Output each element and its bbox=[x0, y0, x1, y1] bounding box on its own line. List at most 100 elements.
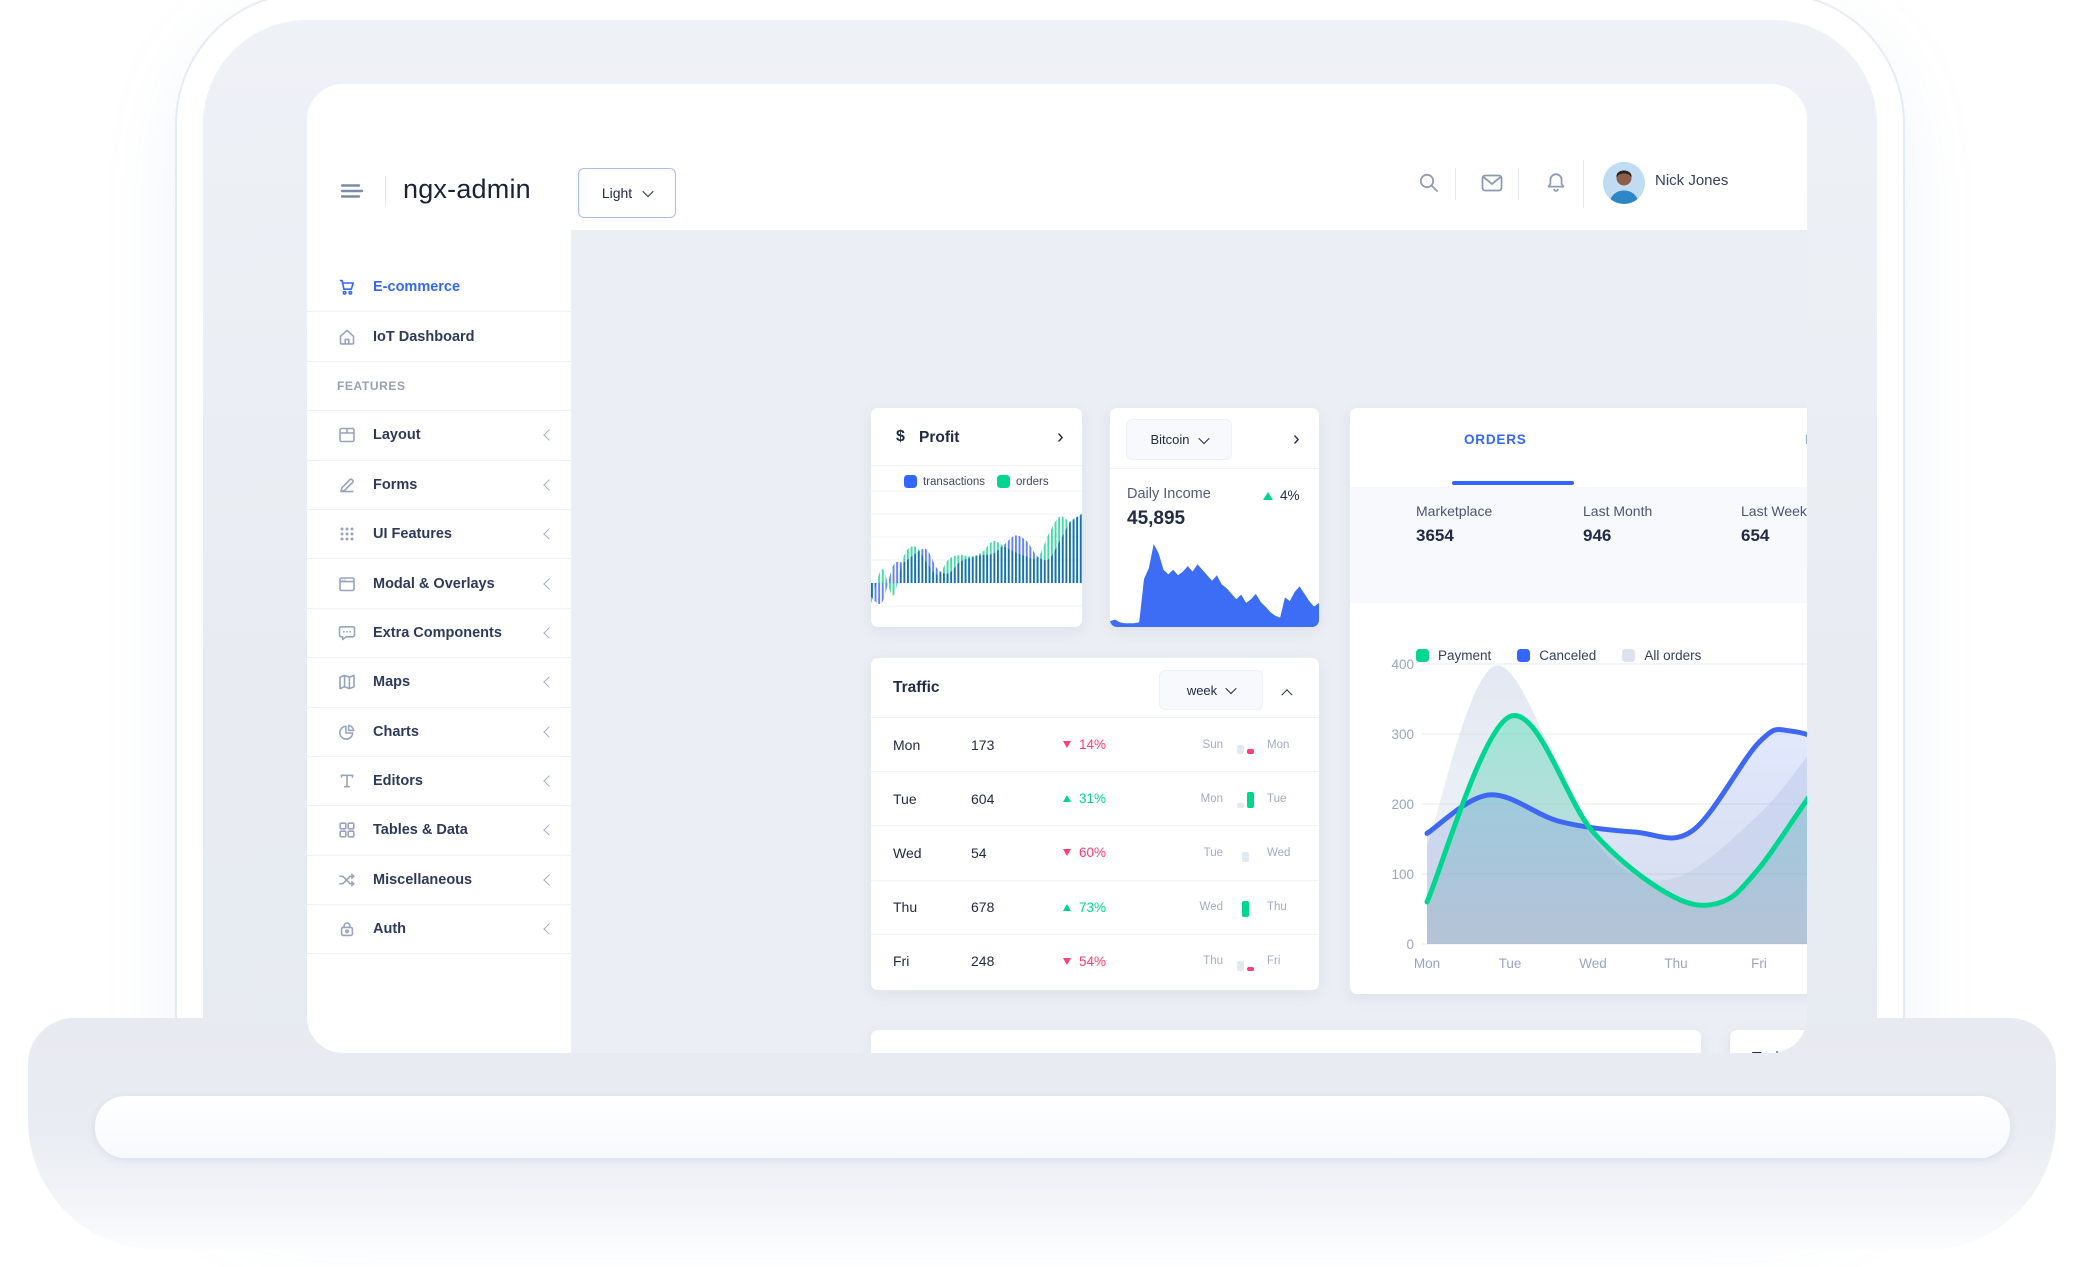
bell-icon[interactable] bbox=[1543, 170, 1569, 196]
chevron-left-icon bbox=[543, 775, 555, 787]
header-divider bbox=[1455, 168, 1456, 200]
sidebar-item-editors[interactable]: Editors bbox=[307, 757, 571, 807]
compare-bars bbox=[1233, 952, 1257, 971]
user-name[interactable]: Nick Jones bbox=[1655, 172, 1729, 189]
traffic-value: 54 bbox=[971, 844, 987, 861]
compare-to-label: Wed bbox=[1267, 846, 1291, 859]
keypad-icon bbox=[340, 527, 354, 541]
stat-value: 3654 bbox=[1416, 526, 1454, 545]
compare-bars bbox=[1233, 843, 1257, 863]
dollar-icon: $ bbox=[896, 428, 905, 445]
search-icon[interactable] bbox=[1416, 170, 1442, 196]
prev-day-bar bbox=[1236, 803, 1244, 809]
browser-icon bbox=[339, 576, 355, 591]
legend-swatch bbox=[904, 475, 917, 488]
sidebar-item-modal-overlays[interactable]: Modal & Overlays bbox=[307, 559, 571, 609]
traffic-row-mon: Mon 173 14% Sun Mon bbox=[871, 717, 1319, 771]
avatar[interactable] bbox=[1603, 162, 1645, 204]
period-value: week bbox=[1186, 682, 1218, 698]
chevron-down-icon bbox=[1225, 682, 1237, 695]
svg-text:Wed: Wed bbox=[1579, 956, 1607, 971]
sidebar-item-forms[interactable]: Forms bbox=[307, 461, 571, 510]
sidebar-item-charts[interactable]: Charts bbox=[307, 708, 571, 757]
svg-text:Tue: Tue bbox=[1499, 956, 1522, 971]
traffic-period-select[interactable]: week bbox=[1159, 670, 1263, 710]
sidebar-item-miscellaneous[interactable]: Miscellaneous bbox=[307, 856, 571, 906]
stat-label: Last Month bbox=[1583, 503, 1653, 519]
current-day-bar bbox=[1246, 966, 1254, 971]
cart-icon bbox=[339, 279, 354, 296]
currency-select[interactable]: Bitcoin bbox=[1126, 419, 1232, 460]
legend-all-orders[interactable]: All orders bbox=[1622, 648, 1701, 663]
compare-from-label: Thu bbox=[1203, 955, 1223, 968]
legend-label: transactions bbox=[923, 475, 986, 488]
legend-canceled[interactable]: Canceled bbox=[1517, 648, 1596, 663]
sidebar-item-ui-features[interactable]: UI Features bbox=[307, 510, 571, 560]
legend-orders: orders bbox=[997, 475, 1049, 488]
compare-to-label: Tue bbox=[1267, 792, 1287, 805]
tab-orders[interactable]: ORDERS bbox=[1464, 432, 1527, 447]
card-expand-arrow-icon[interactable]: › bbox=[1057, 426, 1064, 448]
app-title[interactable]: ngx-admin bbox=[403, 174, 531, 204]
chevron-left-icon bbox=[543, 479, 555, 491]
triangle-up-icon bbox=[1063, 903, 1071, 911]
header-divider bbox=[1518, 168, 1519, 200]
delta-value: 4% bbox=[1280, 488, 1300, 503]
chevron-left-icon bbox=[543, 676, 555, 688]
email-icon[interactable] bbox=[1479, 170, 1505, 196]
sidebar-item-extra-components[interactable]: Extra Components bbox=[307, 609, 571, 659]
sidebar-item-iot-dashboard[interactable]: IoT Dashboard bbox=[307, 312, 571, 362]
sidebar-item-label: UI Features bbox=[373, 526, 452, 543]
laptop-hinge-band bbox=[95, 1096, 2010, 1158]
stat-last-month: Last Month 946 bbox=[1583, 503, 1652, 546]
svg-text:400: 400 bbox=[1391, 657, 1414, 672]
orders-card: ORDERS PROFIT Marketplace 3654 Last Mont… bbox=[1350, 408, 1807, 994]
shuffle-icon bbox=[339, 873, 355, 887]
orders-chart-legend: Payment Canceled All orders bbox=[1416, 648, 1701, 663]
compare-from-label: Sun bbox=[1202, 738, 1223, 751]
prev-day-bar bbox=[1236, 745, 1244, 755]
chevron-up-icon bbox=[1281, 689, 1293, 701]
stat-label: Marketplace bbox=[1416, 503, 1493, 519]
theme-select-value: Light bbox=[601, 185, 633, 201]
collapse-button[interactable] bbox=[1279, 680, 1295, 701]
compare-to-label: Mon bbox=[1267, 738, 1290, 751]
legend-payment[interactable]: Payment bbox=[1416, 648, 1491, 663]
menu-icon[interactable] bbox=[337, 176, 367, 206]
main-content: $ Profit › transactions orders Bit bbox=[571, 230, 1807, 1053]
triangle-down-icon bbox=[1063, 957, 1071, 965]
stat-marketplace: Marketplace 3654 bbox=[1416, 503, 1492, 546]
chevron-left-icon bbox=[543, 627, 555, 639]
current-day-bar bbox=[1246, 749, 1254, 755]
traffic-day: Wed bbox=[893, 844, 922, 861]
card-expand-arrow-icon[interactable]: › bbox=[1293, 428, 1300, 450]
compare-to-label: Fri bbox=[1267, 955, 1281, 968]
legend-swatch bbox=[1622, 649, 1636, 662]
theme-select[interactable]: Light bbox=[578, 168, 676, 218]
legend-label: Payment bbox=[1438, 648, 1492, 663]
edit-icon bbox=[340, 478, 354, 493]
traffic-row-tue: Tue 604 31% Mon Tue bbox=[871, 771, 1319, 825]
tab-profit[interactable]: PROFIT bbox=[1805, 432, 1807, 447]
sidebar-item-tables-data[interactable]: Tables & Data bbox=[307, 806, 571, 856]
compare-from-label: Wed bbox=[1199, 901, 1223, 914]
country-orders-card: Country Orders Statistics bbox=[871, 1030, 1701, 1053]
sidebar-item-maps[interactable]: Maps bbox=[307, 658, 571, 708]
sidebar-menu: E-commerce IoT Dashboard FEATURES Layout For… bbox=[307, 263, 571, 955]
chevron-down-icon bbox=[642, 185, 654, 198]
message-icon bbox=[338, 625, 356, 641]
triangle-down-icon bbox=[1063, 849, 1071, 857]
traffic-compare: Tue Wed bbox=[1171, 843, 1319, 863]
bitcoin-card: Bitcoin › Daily Income 45,895 4% bbox=[1110, 408, 1319, 627]
active-tab-underline bbox=[1452, 481, 1574, 485]
svg-text:Mon: Mon bbox=[1414, 956, 1440, 971]
chevron-down-icon bbox=[1197, 432, 1210, 444]
sidebar-item-auth[interactable]: Auth bbox=[307, 905, 571, 955]
sidebar-item-e-commerce[interactable]: E-commerce bbox=[307, 263, 571, 313]
compare-bars bbox=[1233, 789, 1257, 809]
stat-label: Last Week bbox=[1741, 503, 1807, 519]
sidebar-item-layout[interactable]: Layout bbox=[307, 411, 571, 461]
traffic-row-wed: Wed 54 60% Tue Wed bbox=[871, 825, 1319, 879]
legend-swatch bbox=[1517, 649, 1531, 662]
compare-from-label: Tue bbox=[1203, 846, 1223, 859]
